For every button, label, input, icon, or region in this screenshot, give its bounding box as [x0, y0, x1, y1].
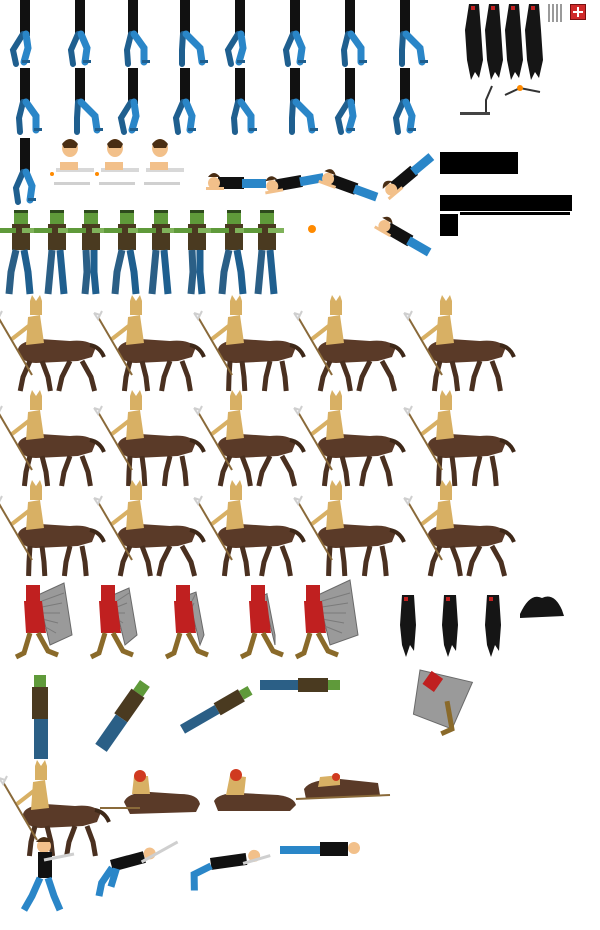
zombie-death-row — [32, 675, 340, 759]
runner-frame — [75, 68, 103, 132]
black-bar — [440, 214, 458, 236]
runner-frame — [16, 138, 36, 202]
shadow-frames — [400, 595, 564, 657]
fire-dot — [517, 85, 523, 91]
centaur-frame — [0, 480, 104, 576]
centaur-frame — [194, 295, 304, 391]
shadow-creature — [505, 4, 523, 80]
centaur-death-frame — [296, 773, 390, 799]
runner-frame — [13, 0, 30, 64]
gunner-frame — [280, 842, 360, 856]
zombie-death-frame — [94, 679, 152, 752]
black-bar — [440, 195, 572, 211]
zombie-frame — [0, 210, 38, 294]
harpy-frame — [241, 585, 283, 657]
shadow-frame — [485, 595, 501, 657]
zombie-frame — [34, 210, 74, 294]
centaur-frame — [94, 295, 204, 391]
zombie-frame — [68, 210, 108, 294]
swimmer-pose — [263, 167, 325, 194]
swimmer-pose — [206, 173, 266, 190]
harpy-frame — [16, 583, 72, 657]
runner-frame — [286, 0, 306, 64]
fireball — [308, 225, 316, 233]
centaur-frame — [94, 480, 204, 576]
zombie-death-frame — [260, 678, 340, 692]
swimmer-pose — [379, 148, 436, 200]
runner-frame — [228, 0, 245, 64]
runner-walk-row-1 — [13, 0, 428, 64]
zombie-death-frame — [32, 675, 48, 759]
runner-frame — [234, 68, 257, 132]
centaur-frame — [194, 390, 304, 486]
swimmer-pose — [318, 167, 380, 203]
centaur-walk-rows — [0, 295, 514, 576]
black-bar — [440, 152, 518, 174]
shadow-frame — [520, 597, 564, 619]
centaur-death-row — [0, 760, 390, 856]
zombie-frame — [104, 210, 144, 294]
centaur-frame — [94, 390, 204, 486]
centaur-frame — [404, 480, 514, 576]
shooter-head — [144, 139, 184, 185]
runner-frame — [338, 68, 355, 132]
runner-frame — [396, 68, 416, 132]
centaur-death-frame — [100, 770, 200, 814]
harpy-frame — [166, 585, 208, 657]
shadow-creature — [465, 4, 483, 80]
runner-frame — [180, 0, 208, 64]
zombie-frame — [174, 210, 214, 294]
zombie-frame — [138, 210, 178, 294]
runner-frame — [290, 68, 318, 132]
centaur-frame — [0, 390, 104, 486]
shadow-creature — [485, 4, 503, 80]
runner-frame — [71, 0, 91, 64]
centaur-frame — [294, 480, 404, 576]
shooter-head — [95, 139, 139, 185]
zombie-frame — [211, 210, 251, 294]
shooter-heads — [50, 139, 184, 185]
centaur-frame — [294, 295, 404, 391]
centaur-death-frame — [214, 769, 296, 811]
stick — [460, 112, 490, 115]
runner-frame — [400, 0, 428, 64]
centaur-frame — [0, 295, 104, 391]
centaur-frame — [404, 390, 514, 486]
shadow-creature — [525, 4, 543, 80]
stick — [486, 86, 492, 112]
centaur-frame — [294, 390, 404, 486]
shadow-frame — [442, 595, 458, 657]
shooter-head — [50, 139, 94, 185]
harpy-frame — [397, 654, 481, 738]
runner-frame — [121, 68, 138, 132]
swimmer-pose — [374, 213, 434, 258]
centaur-frame — [404, 295, 514, 391]
black-bar-sprites — [440, 152, 572, 236]
shadow-creature-top — [460, 4, 562, 115]
harpy-frame — [91, 585, 137, 657]
shadow-frame — [400, 595, 416, 657]
zombie-frame — [244, 210, 284, 294]
centaur-death-frame — [0, 760, 109, 856]
runner-frame — [176, 68, 196, 132]
runner-frame — [19, 68, 42, 132]
medkit-badge-icon — [570, 4, 586, 20]
gunner-frame — [190, 848, 274, 891]
runner-frame — [127, 0, 150, 64]
gun-pickup-icon — [548, 4, 562, 22]
centaur-frame — [194, 480, 304, 576]
gunner-row — [24, 837, 360, 910]
harpy-frame — [296, 580, 358, 657]
zombie-walk-row — [0, 210, 284, 294]
runner-frame — [344, 0, 367, 64]
zombie-death-frame — [179, 684, 254, 735]
gunner-frame — [90, 840, 186, 896]
black-bar — [460, 212, 570, 215]
